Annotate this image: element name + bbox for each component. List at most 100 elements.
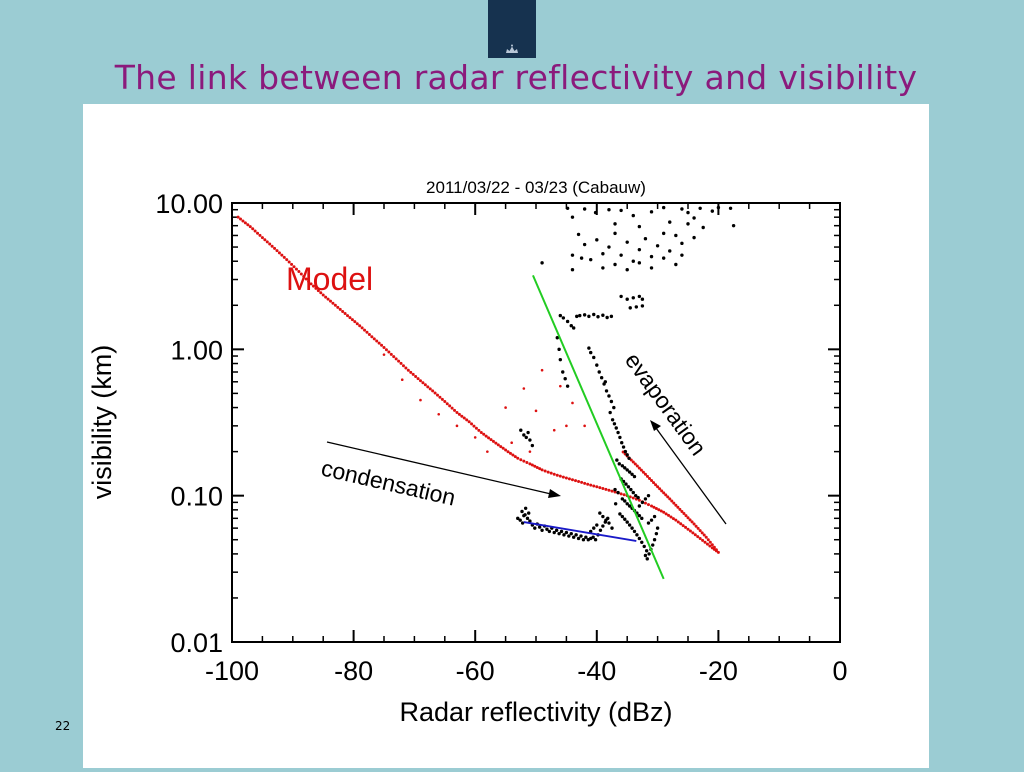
model-point <box>326 297 330 301</box>
observation-point <box>598 511 602 515</box>
observation-point <box>518 518 522 522</box>
model-point <box>571 401 574 405</box>
observation-series <box>516 205 736 561</box>
observation-point <box>601 524 605 528</box>
model-point <box>670 499 674 503</box>
observation-point <box>613 502 618 506</box>
model-point <box>704 535 708 539</box>
model-point <box>333 303 337 307</box>
model-point <box>277 251 281 255</box>
observation-point <box>540 261 544 265</box>
model-point <box>370 335 374 339</box>
observation-point <box>565 206 570 210</box>
model-point <box>710 543 714 547</box>
model-point <box>348 316 352 320</box>
observation-point <box>595 238 599 242</box>
observation-point <box>525 516 530 521</box>
observation-point <box>642 544 646 549</box>
observation-point <box>630 526 634 530</box>
model-point <box>294 267 298 271</box>
observation-point <box>640 516 644 521</box>
model-point <box>304 277 308 281</box>
model-point <box>392 355 396 359</box>
model-point <box>586 482 590 486</box>
model-point <box>645 474 649 478</box>
model-point <box>290 262 294 266</box>
model-point <box>549 471 553 475</box>
observation-point <box>603 520 608 524</box>
observation-point <box>557 531 561 536</box>
model-point <box>338 307 342 311</box>
observation-point <box>523 506 528 510</box>
observation-point <box>637 536 642 541</box>
model-point <box>574 479 578 483</box>
model-point <box>577 479 581 483</box>
model-point <box>236 215 240 219</box>
model-point <box>353 320 357 324</box>
observation-point <box>631 296 635 300</box>
model-point <box>472 424 476 428</box>
model-point <box>409 370 413 374</box>
observation-point <box>607 245 611 249</box>
crown-icon <box>506 44 518 53</box>
model-point <box>522 387 526 390</box>
model-point <box>698 536 702 540</box>
observation-point <box>618 512 622 516</box>
observation-point <box>559 529 564 534</box>
observation-point <box>635 533 639 537</box>
evaporation-arrow <box>650 420 727 525</box>
model-point <box>372 337 376 341</box>
observation-point <box>516 516 520 521</box>
observation-point <box>604 389 609 393</box>
observation-point <box>625 502 629 506</box>
model-point <box>465 418 469 422</box>
model-point <box>667 513 671 517</box>
model-point <box>311 284 315 288</box>
model-point <box>309 282 313 286</box>
model-point <box>358 324 362 328</box>
model-point <box>671 517 675 521</box>
observation-point <box>661 231 666 236</box>
x-tick-label: -20 <box>699 656 738 686</box>
model-point <box>511 453 515 457</box>
observation-point <box>692 235 696 240</box>
observation-point <box>519 428 523 432</box>
model-point <box>473 436 477 439</box>
observation-point <box>620 497 625 501</box>
observation-point <box>661 205 666 210</box>
model-point <box>426 385 430 389</box>
model-point <box>676 520 680 524</box>
observation-point <box>578 313 582 318</box>
observation-point <box>582 242 587 247</box>
model-point <box>657 508 661 512</box>
observation-point <box>637 513 642 518</box>
observation-point <box>569 324 573 328</box>
model-point <box>436 393 440 397</box>
observation-point <box>631 490 635 495</box>
axes-layer: -100 -80 -60 -40 -20 0 10.00 1.00 0.10 0.01 <box>155 189 847 686</box>
observation-point <box>619 294 623 299</box>
model-point <box>246 223 250 227</box>
observation-point <box>520 521 525 525</box>
observation-point <box>634 305 639 309</box>
model-point <box>540 368 544 372</box>
observation-point <box>591 535 595 539</box>
model-point <box>580 480 584 484</box>
model-point <box>316 289 320 293</box>
model-point <box>552 472 556 476</box>
model-point <box>552 428 556 432</box>
model-point <box>363 328 367 332</box>
model-point <box>662 491 666 495</box>
y-tick-label: 10.00 <box>155 189 223 219</box>
model-point <box>346 314 350 318</box>
observation-point <box>649 518 654 522</box>
observation-point <box>643 237 648 241</box>
model-point <box>239 217 243 221</box>
model-point <box>613 490 617 494</box>
model-point <box>631 496 635 500</box>
model-point <box>397 359 401 363</box>
model-point <box>494 441 498 445</box>
observation-point <box>612 422 617 426</box>
model-point <box>448 404 452 408</box>
model-point <box>270 244 274 248</box>
